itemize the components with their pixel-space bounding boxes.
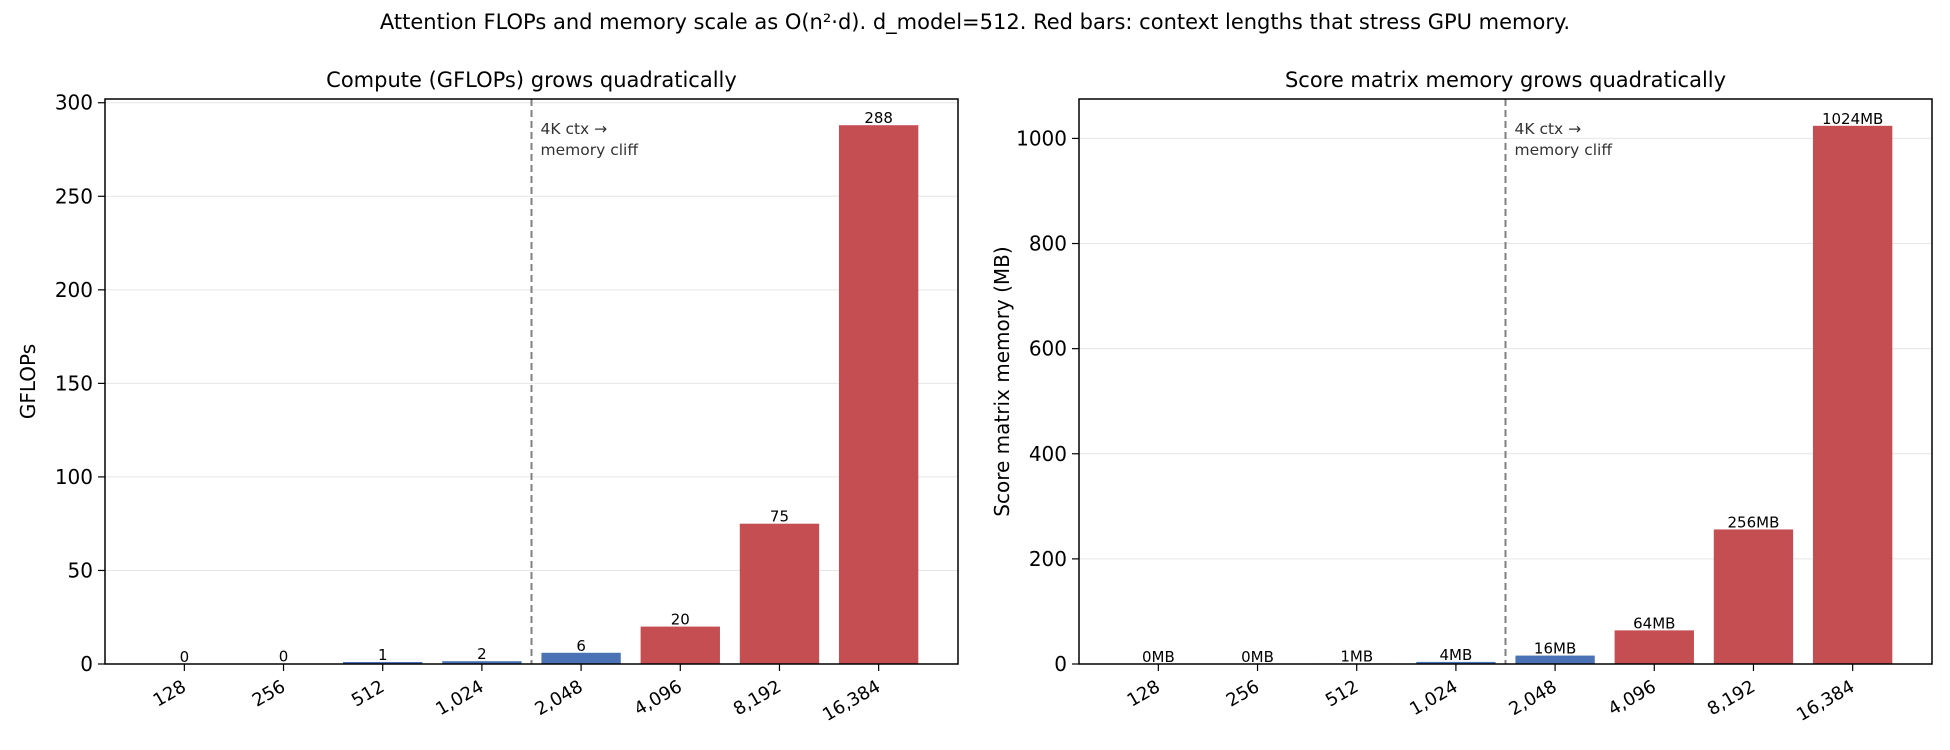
chart-2-xtick-label: 1,024 <box>1406 676 1461 720</box>
chart-2-xtick-label: 16,384 <box>1793 676 1858 726</box>
chart-1-annotation: 4K ctx → <box>541 120 608 138</box>
chart-1-axes-frame <box>104 98 959 665</box>
chart-2-xtick-label: 256 <box>1223 676 1263 711</box>
chart-2-data-label: 1024MB <box>1822 110 1883 128</box>
figure-suptitle: Attention FLOPs and memory scale as O(n²… <box>379 10 1571 34</box>
chart-2-ytick-label: 800 <box>1029 232 1067 256</box>
chart-2-xtick-label: 512 <box>1322 676 1362 711</box>
chart-1-data-label: 20 <box>671 611 690 629</box>
chart-1-xtick-label: 512 <box>348 676 388 711</box>
chart-1-ytick-label: 200 <box>55 278 93 302</box>
chart-2-data-label: 16MB <box>1534 640 1576 658</box>
chart-2-ytick-label: 600 <box>1029 337 1067 361</box>
chart-1-ytick-label: 100 <box>55 465 93 489</box>
chart-2-xtick-label: 2,048 <box>1505 676 1560 720</box>
chart-2-bar <box>1713 529 1794 664</box>
chart-1-bar <box>541 652 621 664</box>
chart-1-bar <box>739 523 820 664</box>
chart-2-ylabel: Score matrix memory (MB) <box>990 246 1014 516</box>
chart-1-xtick-label: 256 <box>249 676 289 711</box>
chart-2-ytick-label: 1000 <box>1016 126 1067 150</box>
chart-2-data-label: 4MB <box>1440 646 1473 664</box>
chart-1-title: Compute (GFLOPs) grows quadratically <box>326 68 737 92</box>
chart-2-data-label: 1MB <box>1340 647 1373 665</box>
chart-1-ytick-label: 50 <box>68 558 93 582</box>
chart-1-ytick-label: 0 <box>80 652 93 676</box>
chart-1-data-label: 1 <box>378 646 388 664</box>
chart-1-ytick-label: 150 <box>55 371 93 395</box>
chart-2-axes-frame <box>1078 98 1933 665</box>
chart-1-xtick-label: 1,024 <box>432 676 487 720</box>
chart-2-annotation: memory cliff <box>1515 141 1613 159</box>
chart-2-ytick-label: 400 <box>1029 442 1067 466</box>
chart-2-data-label: 0MB <box>1241 648 1274 666</box>
chart-1-data-label: 6 <box>576 637 586 655</box>
chart-1-bar <box>442 661 522 664</box>
chart-1-data-label: 0 <box>180 648 190 666</box>
chart-1-annotation: memory cliff <box>541 141 639 159</box>
chart-1-data-label: 288 <box>864 109 893 127</box>
chart-2-bar <box>1416 661 1496 664</box>
chart-1-xtick-label: 2,048 <box>531 676 586 720</box>
chart-1-data-label: 0 <box>279 647 289 665</box>
chart-2-ytick-label: 200 <box>1029 547 1067 571</box>
chart-2-bar <box>1515 655 1595 664</box>
chart-2-ytick-label: 0 <box>1054 652 1067 676</box>
chart-1-bar <box>343 661 423 664</box>
chart-1-xtick-label: 4,096 <box>631 676 686 720</box>
chart-2-title: Score matrix memory grows quadratically <box>1285 68 1726 92</box>
chart-2-data-label: 0MB <box>1142 648 1175 666</box>
chart-2-xtick-label: 4,096 <box>1605 676 1660 720</box>
chart-2-bar <box>1614 630 1694 664</box>
chart-1-ytick-label: 300 <box>55 91 93 115</box>
chart-1-xtick-label: 16,384 <box>819 676 884 726</box>
chart-1-data-label: 75 <box>770 508 789 526</box>
chart-2-annotation: 4K ctx → <box>1515 120 1582 138</box>
chart-1-xtick-label: 8,192 <box>730 676 785 720</box>
chart-1-ylabel: GFLOPs <box>16 344 40 419</box>
chart-1-ytick-label: 250 <box>55 184 93 208</box>
chart-2-xtick-label: 128 <box>1124 676 1164 711</box>
chart-1-bar <box>838 125 919 664</box>
chart-1-data-label: 2 <box>477 645 487 663</box>
chart-1-bar <box>640 626 720 664</box>
chart-2-bar <box>1812 125 1893 665</box>
chart-2-data-label: 64MB <box>1633 614 1675 632</box>
chart-2-data-label: 256MB <box>1728 513 1780 531</box>
chart-1-xtick-label: 128 <box>150 676 190 711</box>
chart-2-xtick-label: 8,192 <box>1704 676 1759 720</box>
